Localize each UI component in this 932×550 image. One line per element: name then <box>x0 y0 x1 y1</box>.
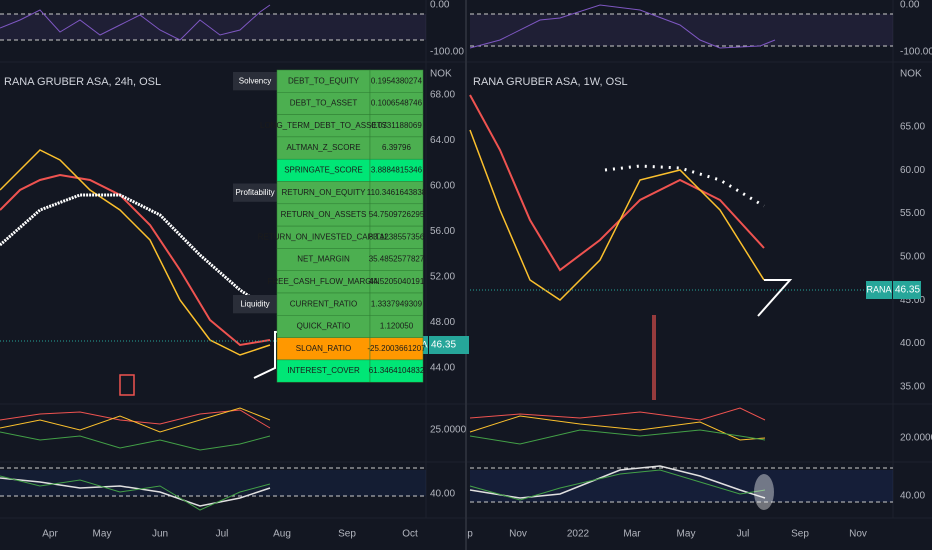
price-label: 48.00 <box>430 317 455 328</box>
metric-value: 61.3464104832 <box>369 366 425 375</box>
metric-name: DEBT_TO_EQUITY <box>288 76 360 85</box>
price-label: 68.00 <box>430 90 455 101</box>
last-price-bg <box>429 336 469 354</box>
currency: NOK <box>900 69 922 80</box>
last-price-bg <box>893 281 921 299</box>
time-label: 2022 <box>567 529 590 540</box>
oscillator-label: -100.00 <box>430 47 464 58</box>
group-label-bg <box>233 295 277 314</box>
metric-name: INTEREST_COVER <box>287 366 360 375</box>
metric-value: 44.5205040191 <box>369 277 425 286</box>
price-label: 56.00 <box>430 226 455 237</box>
metric-value: 35.4852577827 <box>369 255 425 264</box>
metric-name: DEBT_TO_ASSET <box>290 99 358 108</box>
metric-value: 1.3337949309 <box>371 299 423 308</box>
group-label: Solvency <box>239 76 271 85</box>
metric-value: 54.7509726295 <box>369 210 425 219</box>
value-cell <box>369 359 424 383</box>
price-label: 35.00 <box>900 381 925 392</box>
time-label: Aug <box>273 529 291 540</box>
fundamentals-table: Solvency DEBT_TO_EQUITY 0.1954380274 DEBT_T… <box>233 69 427 383</box>
metric-name: CURRENT_RATIO <box>290 299 357 308</box>
oscillator-label: 20.0000 <box>900 433 932 444</box>
oscillator-label: 0.00 <box>430 0 450 11</box>
metric-value: 1.120050 <box>380 322 414 331</box>
price-label: 44.00 <box>430 363 455 374</box>
chart-title: RANA GRUBER ASA, 1W, OSL <box>473 76 628 88</box>
metric-value: -25.2003661207 <box>367 344 426 353</box>
chart-title: RANA GRUBER ASA, 24h, OSL <box>4 76 161 88</box>
time-label: Mar <box>623 529 641 540</box>
time-label: Sep <box>338 529 356 540</box>
indicator-bands <box>0 4 893 511</box>
metric-name: ALTMAN_Z_SCORE <box>286 143 360 152</box>
metric-name: RETURN_ON_ASSETS <box>281 210 367 219</box>
metric-value: 0.1954380274 <box>371 76 423 85</box>
price-label: 50.00 <box>900 252 925 263</box>
group-label: Profitability <box>235 188 274 197</box>
oscillator-label: -100.00 <box>900 47 932 58</box>
group-label-bg <box>233 72 277 91</box>
metric-name: RETURN_ON_INVESTED_CAPITAL <box>258 232 390 241</box>
time-label: Jul <box>216 529 229 540</box>
oscillator-label: 0.00 <box>900 0 920 11</box>
currency: NOK <box>430 69 452 80</box>
metric-name: SLOAN_RATIO <box>296 344 351 353</box>
price-label: 52.00 <box>430 272 455 283</box>
price-label: 55.00 <box>900 208 925 219</box>
group-label-bg <box>233 183 277 202</box>
group-label: Liquidity <box>240 299 269 308</box>
time-label: Jul <box>737 529 750 540</box>
metric-value: 0.1006548746 <box>371 99 423 108</box>
time-label: p <box>467 529 473 540</box>
oscillator-label: 40.00 <box>900 491 925 502</box>
price-label: 60.00 <box>430 181 455 192</box>
symbol-tag: RANA <box>866 284 891 294</box>
symbol-tag-bg <box>866 281 892 299</box>
last-price: 46.35 <box>431 340 456 351</box>
time-label: Jun <box>152 529 168 540</box>
metric-name: FREE_CASH_FLOW_MARGIN <box>267 277 379 286</box>
time-label: Nov <box>849 529 867 540</box>
metric-name: NET_MARGIN <box>297 255 350 264</box>
price-label: 65.00 <box>900 122 925 133</box>
metric-value: 110.3461643838 <box>367 188 427 197</box>
metric-name: SPRINGATE_SCORE <box>284 165 363 174</box>
time-label: May <box>93 529 112 540</box>
price-label: 64.00 <box>430 135 455 146</box>
time-label: May <box>677 529 696 540</box>
metric-name: RETURN_ON_EQUITY <box>281 188 366 197</box>
metric-value: 0.0731188069 <box>371 121 422 130</box>
metric-value: 6.39796 <box>382 143 411 152</box>
last-price: 46.35 <box>895 285 920 296</box>
time-label: Apr <box>42 529 58 540</box>
time-label: Oct <box>402 529 418 540</box>
time-label: Nov <box>509 529 527 540</box>
metric-value: 83.1238557356 <box>369 232 425 241</box>
metric-value: 3.8884815346 <box>371 165 423 174</box>
oscillator-label: 25.0000 <box>430 425 467 436</box>
price-label: 45.00 <box>900 295 925 306</box>
price-label: 60.00 <box>900 165 925 176</box>
metric-name: LONG_TERM_DEBT_TO_ASSETS <box>260 121 387 130</box>
oscillator-label: 40.00 <box>430 489 455 500</box>
metric-name: QUICK_RATIO <box>297 322 351 331</box>
price-label: 40.00 <box>900 338 925 349</box>
time-label: Sep <box>791 529 809 540</box>
